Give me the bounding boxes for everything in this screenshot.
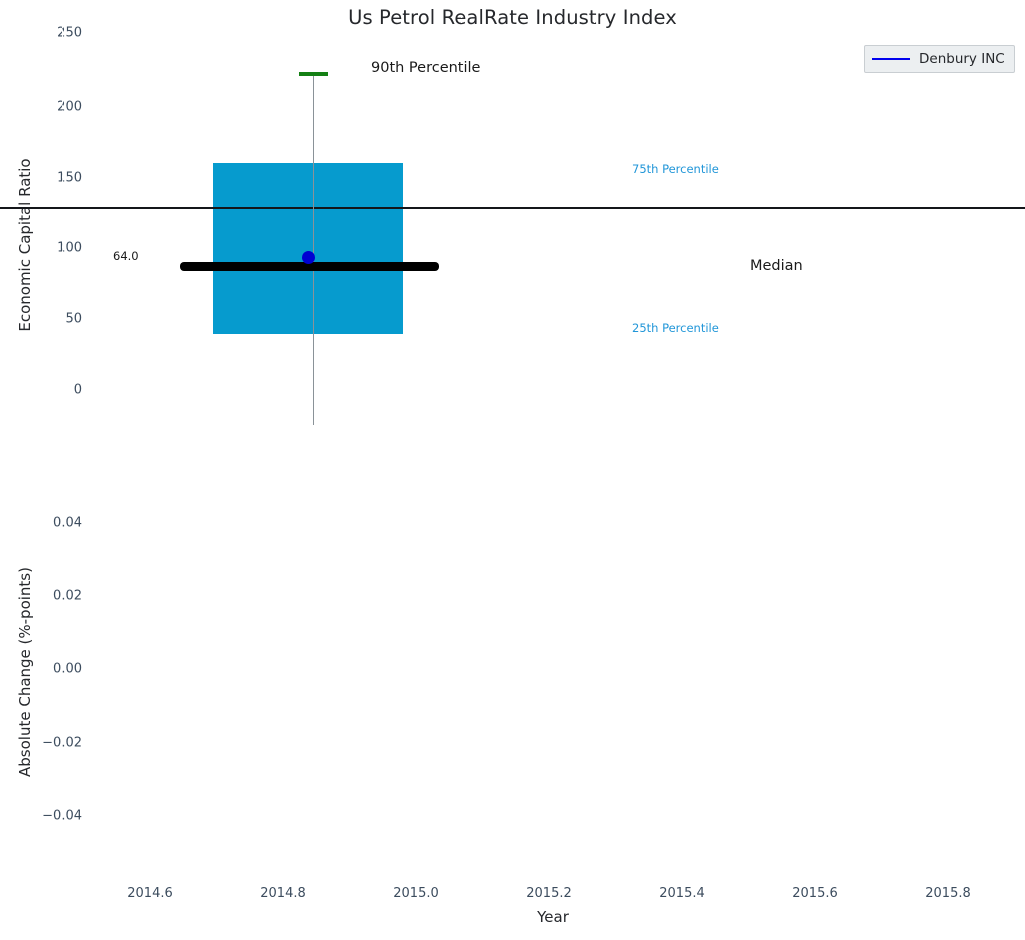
annotation-median-value: 64.0 [113, 249, 139, 263]
x-tick-label: 2015.0 [393, 886, 439, 901]
gridline-vertical [328, 0, 329, 940]
gridline-horizontal [0, 0, 1025, 1]
y-tick-label: −0.04 [42, 808, 82, 824]
gridline-horizontal [0, 281, 1025, 282]
x-tick-label: 2014.8 [260, 886, 306, 901]
y-tick-label: 150 [57, 170, 82, 186]
upper-y-axis-label: Economic Capital Ratio [16, 158, 34, 332]
gridline-horizontal [0, 215, 1025, 216]
legend-entry-label: Denbury INC [919, 51, 1005, 67]
median-bar [180, 262, 439, 271]
annotation-90th-percentile: 90th Percentile [371, 60, 481, 76]
gridline-vertical [594, 0, 595, 940]
gridline-vertical [461, 0, 462, 940]
y-tick-label: 50 [65, 311, 82, 327]
gridline-horizontal [0, 145, 1025, 146]
gridline-horizontal [0, 286, 1025, 287]
gridline-horizontal [0, 134, 1025, 135]
y-tick-label: 0.02 [53, 588, 82, 604]
zero-reference-line [0, 207, 1025, 209]
y-tick-label: 100 [57, 240, 82, 256]
x-axis-label: Year [537, 908, 569, 926]
gridline-vertical [195, 0, 196, 940]
x-tick-label: 2015.2 [526, 886, 572, 901]
lower-y-axis-ticks: 0.04 0.02 0.00 −0.02 −0.04 [0, 462, 82, 880]
interquartile-box [213, 163, 403, 334]
legend[interactable]: Denbury INC [864, 45, 1015, 73]
legend-line-icon [872, 58, 910, 60]
gridline-horizontal [0, 74, 1025, 75]
annotation-median: Median [750, 258, 803, 274]
y-tick-label: 0.04 [53, 515, 82, 531]
whisker-line [313, 74, 314, 425]
y-tick-label: 250 [57, 25, 82, 41]
x-tick-label: 2015.8 [925, 886, 971, 901]
gridline-vertical [727, 0, 728, 940]
chart-title: Us Petrol RealRate Industry Index [348, 6, 677, 29]
y-tick-label: 200 [57, 99, 82, 115]
gridline-horizontal [0, 354, 1025, 355]
upper-y-axis-ticks: 250 200 150 100 50 0 [0, 26, 82, 458]
whisker-cap-90th-percentile [299, 72, 328, 76]
gridline-horizontal [0, 357, 1025, 358]
y-tick-label: 0.00 [53, 661, 82, 677]
denbury-inc-marker[interactable] [302, 251, 315, 264]
x-tick-label: 2015.6 [792, 886, 838, 901]
x-tick-label: 2015.4 [659, 886, 705, 901]
x-tick-label: 2014.6 [127, 886, 173, 901]
gridline-horizontal [0, 61, 1025, 62]
y-tick-label: −0.02 [42, 735, 82, 751]
annotation-75th-percentile: 75th Percentile [632, 162, 719, 176]
lower-y-axis-label: Absolute Change (%-points) [16, 567, 34, 777]
gridline-vertical [62, 0, 63, 940]
gridline-vertical [860, 0, 861, 940]
y-tick-label: 0 [73, 382, 82, 398]
annotation-25th-percentile: 25th Percentile [632, 321, 719, 335]
